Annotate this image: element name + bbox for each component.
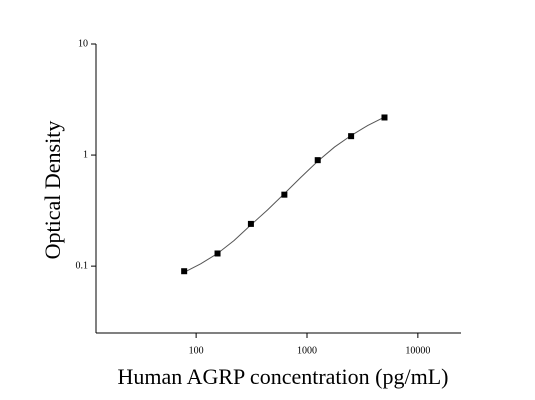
data-point xyxy=(214,250,221,257)
y-tick-label: 0.1 xyxy=(76,260,89,271)
data-point xyxy=(247,220,254,227)
y-tick-label: 10 xyxy=(78,38,88,49)
x-axis-title: Human AGRP concentration (pg/mL) xyxy=(118,364,449,389)
data-point xyxy=(181,268,188,275)
y-axis-title: Optical Density xyxy=(40,121,65,260)
x-tick-label: 1000 xyxy=(297,345,317,356)
data-point xyxy=(348,133,355,140)
x-tick-label: 100 xyxy=(189,345,204,356)
data-point xyxy=(381,114,388,121)
data-point xyxy=(314,157,321,164)
y-tick-label: 1 xyxy=(83,149,88,160)
data-point xyxy=(281,191,288,198)
x-tick-label: 10000 xyxy=(405,345,430,356)
